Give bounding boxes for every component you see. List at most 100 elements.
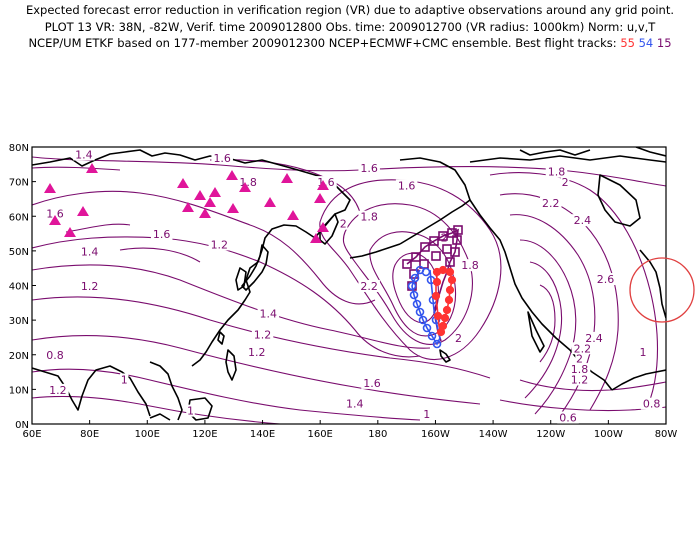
y-tick-label: 10N [9,385,29,396]
contour-label-bg [638,345,648,358]
station-marker [44,183,56,193]
sumatra [149,413,171,421]
contour-label: 1.2 [211,238,229,251]
contour-lines [32,156,666,424]
contour-label: 1 [639,346,646,359]
station-marker [310,233,322,243]
contour-label-bg [583,331,605,344]
station-marker [317,180,329,190]
na-arctic-coast [469,155,666,163]
y-tick-label: 40N [9,282,29,293]
track-54-number: 54 [638,36,654,50]
contour-label: 1.8 [461,259,479,272]
contour-label: 2 [455,332,462,345]
contour-label: 1 [187,405,194,418]
y-tick-label: 50N [9,247,29,258]
contour-label-bg [568,363,591,376]
philippines [225,349,237,381]
contour-label: 1.8 [548,166,566,179]
contour-label: 0.6 [559,412,577,425]
contour-label-bg [73,148,95,161]
baja [527,311,545,353]
title-line-1: Expected forecast error reduction in ver… [25,3,675,17]
contour-label-bg [78,245,101,258]
contour-label-bg [44,349,66,362]
station-marker [317,222,329,232]
contour-label-bg [344,397,366,410]
contour-label: 2 [340,218,347,231]
indochina [149,361,183,421]
contour-label-bg [78,279,101,292]
contour-label: 2.2 [574,342,592,355]
contour-label-bg [640,397,663,410]
contour-label-bg [571,214,594,227]
contour-label: 2 [441,231,448,244]
contour-label: 1.6 [153,228,171,241]
contour-label-bg [545,165,568,178]
contour-label: 1.6 [213,152,231,165]
x-tick-label: 80E [80,429,99,440]
x-tick-label: 100E [135,429,160,440]
taiwan [217,331,225,345]
track-15-number: 15 [656,36,672,50]
station-marker [287,210,299,220]
station-marker [177,178,189,188]
x-tick-label: 100W [594,429,623,440]
y-tick-label: 20N [9,351,29,362]
contour-label: 1.2 [248,346,266,359]
contour-label-bg [361,376,383,389]
contour-label-bg [454,331,463,344]
contour-label: 0.8 [643,398,661,411]
contour-label-bg [251,328,274,341]
contour-label-bg [539,196,562,209]
contour-label: 2.6 [597,273,615,286]
korea [235,267,247,291]
contour-label: 1 [121,373,128,386]
flight-track-54 [407,265,442,349]
contour-label-bg [395,179,418,192]
x-tick-label: 120E [192,429,217,440]
title-line-3-text: NCEP/UM ETKF based on 177-member 2009012… [28,36,617,50]
aleutians [349,243,401,259]
contour-label: 0.8 [46,349,64,362]
contour-label-bg [571,342,594,355]
contour-label: 2 [576,353,583,366]
x-tick-label: 160E [307,429,332,440]
station-marker [239,182,251,192]
x-tick-label: 160W [421,429,450,440]
axis-ticks: 0N 10N 20N 30N 40N 50N 60N 70N 80N 60E 80E 100E 120E… [9,143,678,440]
arctic-islands [519,149,591,156]
contour-label: 2 [562,176,569,189]
contour-label: 1.4 [346,398,364,411]
contour-label-bg [560,176,570,189]
station-marker [194,190,206,200]
contour-label: 2.4 [574,214,592,227]
contour-label-bg [568,373,591,386]
contour-label-bg [594,273,617,286]
gulf-mexico [611,369,666,391]
contour-label: 1.6 [360,162,378,175]
station-marker [182,202,194,212]
station-marker [226,170,238,180]
contour-label: 1.6 [363,377,381,390]
contour-label-bg [459,259,481,272]
station-marker [281,173,293,183]
contour-label: 1.8 [571,363,589,376]
india-coast [32,365,151,417]
verification-region-circle [629,257,695,323]
contour-label-bg [439,231,449,244]
contour-label-bg [257,307,280,320]
x-tick-label: 120W [536,429,565,440]
x-tick-label: 60E [22,429,41,440]
contour-label-bg [150,228,173,241]
station-marker [204,197,216,207]
contour-label-bg [186,404,195,417]
contour-label: 2.4 [585,332,603,345]
contour-label-bg [211,151,233,164]
asia-east-coast [191,213,336,367]
contour-label: 1 [423,408,430,421]
contour-label-bg [237,176,259,189]
station-marker [314,193,326,203]
station-marker [64,227,76,237]
